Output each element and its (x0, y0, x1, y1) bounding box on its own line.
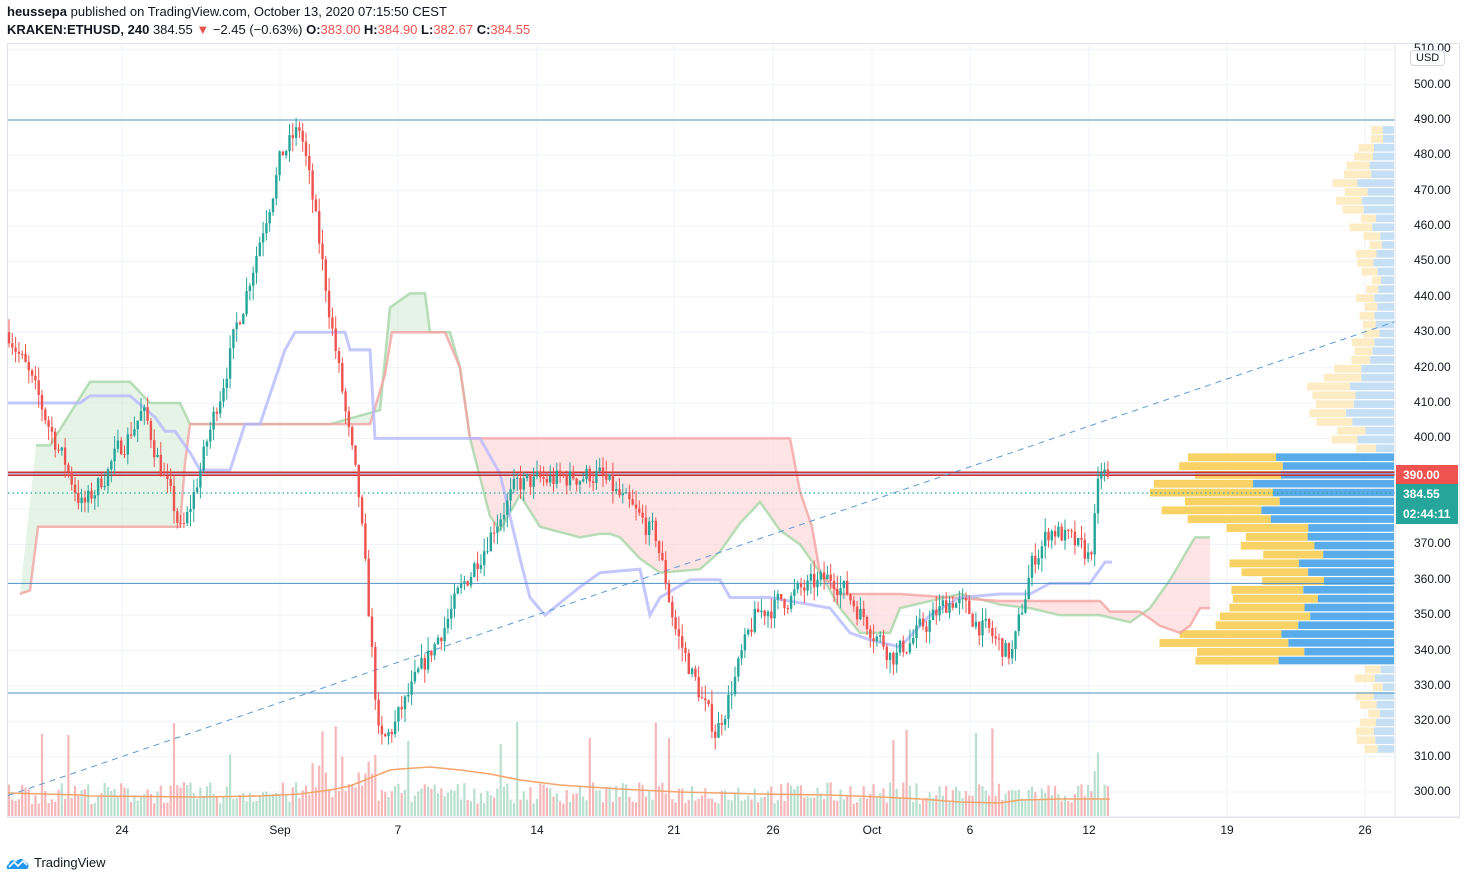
open-value: 383.00 (320, 22, 361, 37)
price-tick-label: 460.00 (1414, 218, 1451, 233)
tradingview-cloud-icon (6, 858, 29, 869)
price-tick-label: 440.00 (1414, 288, 1451, 303)
volume-profile (1149, 126, 1394, 753)
time-tick-label: 21 (667, 823, 681, 837)
price-tick-label: 470.00 (1414, 182, 1451, 197)
time-tick-label: 6 (966, 823, 974, 837)
dashed-trendline[interactable] (7, 321, 1396, 797)
high-label: H: (363, 22, 378, 37)
time-tick-label: 12 (1082, 823, 1096, 837)
price-tick-label: 500.00 (1414, 76, 1451, 91)
price-tick-label: 310.00 (1414, 748, 1451, 763)
time-tick-label: 26 (766, 823, 780, 837)
price-tick-label: 420.00 (1414, 359, 1451, 374)
last-price: 384.55 (152, 22, 193, 37)
low-label: L: (421, 22, 434, 37)
price-tick-label: 320.00 (1414, 713, 1451, 728)
chart-header: heussepa published on TradingView.com, O… (7, 3, 530, 39)
publish-line: heussepa published on TradingView.com, O… (7, 3, 530, 21)
open-label: O: (306, 22, 321, 37)
publisher-name[interactable]: heussepa (7, 4, 67, 19)
price-tick-label: 450.00 (1414, 253, 1451, 268)
grid-lines (8, 44, 1395, 817)
bar-countdown-timer: 02:44:11 (1396, 504, 1458, 524)
tradingview-logo[interactable]: TradingView (6, 855, 106, 870)
price-tick-label: 350.00 (1414, 607, 1451, 622)
symbol-line: KRAKEN:ETHUSD, 240 384.55 ▼ −2.45 (−0.63… (7, 21, 530, 39)
price-tick-label: 490.00 (1414, 112, 1451, 126)
time-tick-label: 26 (1358, 823, 1372, 837)
high-value: 384.90 (377, 22, 418, 37)
down-arrow-icon: ▼ (196, 22, 210, 37)
time-tick-label: 19 (1220, 823, 1234, 837)
time-tick-label: Oct (862, 823, 882, 837)
time-tick-label: 14 (530, 823, 544, 837)
price-tick-label: 400.00 (1414, 430, 1451, 445)
price-tick-label: 410.00 (1414, 394, 1451, 409)
price-tick-label: 430.00 (1414, 324, 1451, 339)
price-tick-label: 480.00 (1414, 147, 1451, 162)
published-text: published on TradingView.com, October 13… (70, 4, 447, 19)
close-value: 384.55 (490, 22, 531, 37)
price-tick-label: 300.00 (1414, 784, 1451, 799)
close-label: C: (476, 22, 491, 37)
time-tick-label: 24 (115, 823, 129, 837)
low-value: 382.67 (433, 22, 474, 37)
time-tick-label: Sep (269, 823, 291, 837)
time-tick-label: 7 (394, 823, 402, 837)
volume-bars (7, 722, 1110, 816)
price-change: −2.45 (−0.63%) (212, 22, 303, 37)
price-tick-label: 340.00 (1414, 642, 1451, 657)
last-price-tag: 384.55 (1396, 484, 1458, 504)
candlesticks (7, 117, 1110, 750)
level-price-tag: 390.00 (1396, 465, 1458, 485)
tradingview-brand: TradingView (34, 855, 106, 870)
currency-button[interactable]: USD (1410, 50, 1446, 66)
price-tick-label: 370.00 (1414, 536, 1451, 551)
symbol-interval: KRAKEN:ETHUSD, 240 (7, 22, 150, 37)
price-tick-label: 360.00 (1414, 571, 1451, 586)
price-tick-label: 330.00 (1414, 677, 1451, 692)
